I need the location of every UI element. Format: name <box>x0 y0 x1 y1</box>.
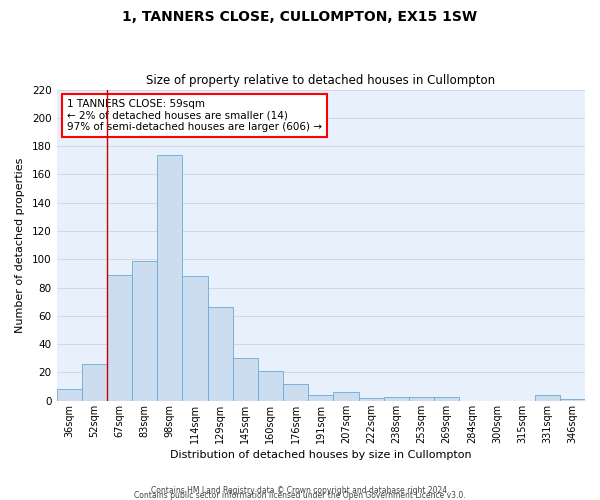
Bar <box>208 308 233 401</box>
Bar <box>535 395 560 401</box>
Title: Size of property relative to detached houses in Cullompton: Size of property relative to detached ho… <box>146 74 496 87</box>
Y-axis label: Number of detached properties: Number of detached properties <box>15 158 25 333</box>
X-axis label: Distribution of detached houses by size in Cullompton: Distribution of detached houses by size … <box>170 450 472 460</box>
Text: Contains HM Land Registry data © Crown copyright and database right 2024.: Contains HM Land Registry data © Crown c… <box>151 486 449 495</box>
Bar <box>560 400 585 401</box>
Bar <box>434 396 459 401</box>
Bar <box>56 390 82 401</box>
Bar <box>82 364 107 401</box>
Bar <box>308 395 334 401</box>
Bar <box>182 276 208 401</box>
Bar <box>383 396 409 401</box>
Bar <box>334 392 359 401</box>
Bar <box>107 275 132 401</box>
Text: 1 TANNERS CLOSE: 59sqm
← 2% of detached houses are smaller (14)
97% of semi-deta: 1 TANNERS CLOSE: 59sqm ← 2% of detached … <box>67 99 322 132</box>
Bar <box>157 154 182 401</box>
Bar <box>359 398 383 401</box>
Bar <box>233 358 258 401</box>
Bar <box>258 371 283 401</box>
Text: 1, TANNERS CLOSE, CULLOMPTON, EX15 1SW: 1, TANNERS CLOSE, CULLOMPTON, EX15 1SW <box>122 10 478 24</box>
Bar <box>283 384 308 401</box>
Bar <box>409 396 434 401</box>
Text: Contains public sector information licensed under the Open Government Licence v3: Contains public sector information licen… <box>134 491 466 500</box>
Bar <box>132 260 157 401</box>
